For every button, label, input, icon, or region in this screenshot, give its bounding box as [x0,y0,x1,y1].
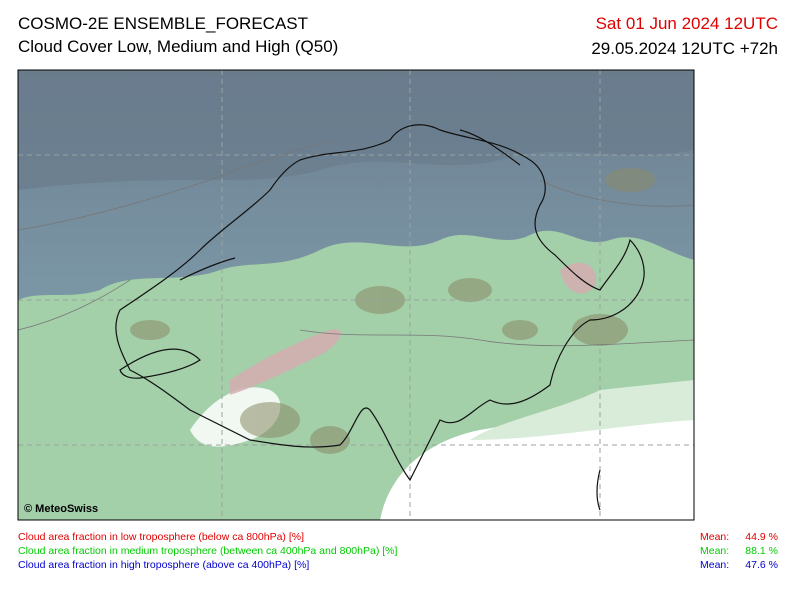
credit: © MeteoSwiss [24,503,99,515]
map-frame [17,69,695,521]
subtitle: Cloud Cover Low, Medium and High (Q50) [18,37,339,56]
legend-label: Cloud area fraction in low troposphere (… [18,531,304,543]
map-field [18,70,694,520]
mean-label: Mean: [700,545,730,557]
mean-label: Mean: [700,559,730,571]
mean-value: 47.6 % [745,559,778,571]
title: COSMO-2E ENSEMBLE_FORECAST [18,14,309,33]
valid-time: Sat 01 Jun 2024 12UTC [595,14,778,33]
run-time: 29.05.2024 12UTC +72h [591,39,778,58]
mean-value: 44.9 % [745,531,778,543]
mean-value: 88.1 % [745,545,778,557]
legend-label: Cloud area fraction in medium tropospher… [18,545,398,557]
mean-label: Mean: [700,531,730,543]
legend-label: Cloud area fraction in high troposphere … [18,559,310,571]
